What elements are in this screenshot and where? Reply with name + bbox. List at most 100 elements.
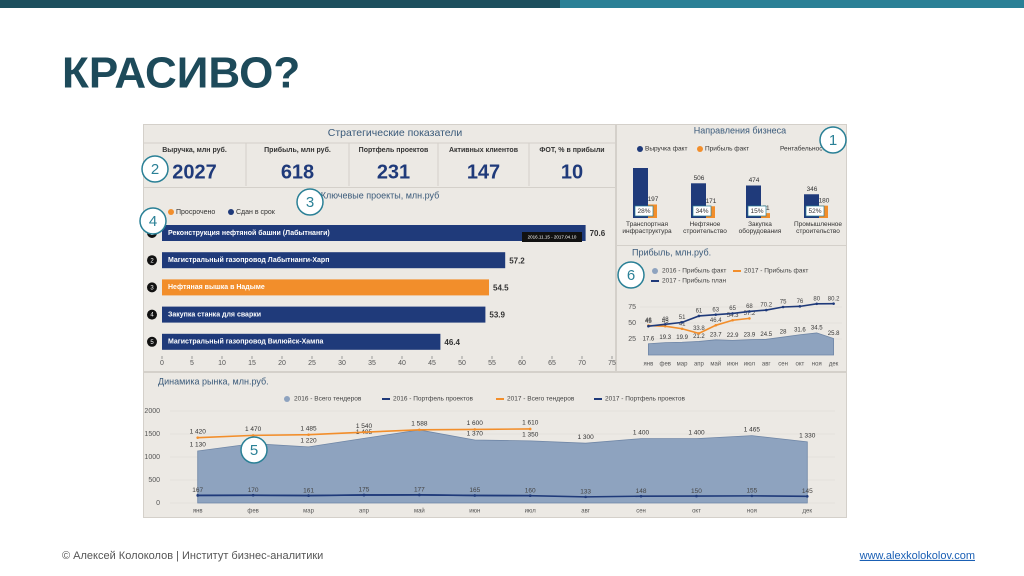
- legend-label: Просрочено: [176, 209, 215, 216]
- bar-value: 171: [706, 198, 717, 205]
- x-tick-label: апр: [694, 362, 705, 368]
- kpi-value: 618: [281, 161, 314, 183]
- callout-number: 4: [149, 213, 157, 230]
- legend-label: Прибыль факт: [705, 145, 749, 153]
- rank-marker: [147, 255, 157, 266]
- data-label: 28: [780, 330, 787, 336]
- margin-box: [747, 205, 767, 217]
- margin-box: [634, 205, 654, 217]
- point: [663, 322, 667, 326]
- point: [714, 313, 718, 316]
- x-tick-label: 5: [190, 360, 194, 367]
- chart-title: Ключевые проекты, млн.руб: [321, 190, 440, 200]
- callout-number: 3: [306, 194, 314, 211]
- x-tick-label: апр: [359, 509, 370, 515]
- data-label: 70.2: [760, 303, 772, 309]
- point: [584, 495, 587, 499]
- data-label: 150: [691, 488, 702, 495]
- point: [307, 433, 310, 436]
- point: [695, 494, 698, 498]
- callout-number: 1: [829, 132, 837, 149]
- x-tick-label: мар: [677, 362, 688, 368]
- kpi-label: Прибыль, млн руб.: [264, 146, 331, 154]
- data-label: 1 485: [300, 425, 317, 432]
- legend-label: Рентабельность: [780, 145, 829, 153]
- legend-label: Сдан в срок: [236, 209, 276, 216]
- callout: [141, 155, 169, 183]
- point: [748, 310, 751, 313]
- data-label: 1 470: [245, 426, 262, 433]
- legend-label: 2016 - Прибыль факт: [662, 267, 726, 275]
- callout: [296, 188, 324, 216]
- data-label: 19.3: [659, 335, 671, 341]
- data-label: 1 330: [799, 433, 816, 440]
- bar-category: Магистральный газопровод Лабытнанги-Харп: [168, 256, 329, 264]
- slide-title: КРАСИВО?: [62, 49, 300, 98]
- data-label: 1 370: [467, 431, 484, 438]
- data-label: 45: [645, 319, 652, 325]
- bar-value: 197: [648, 196, 659, 203]
- point: [714, 324, 718, 327]
- kpi-label: Портфель проектов: [359, 147, 429, 154]
- x-tick-label: 35: [368, 360, 376, 367]
- data-label: 48: [662, 317, 669, 323]
- rank-label: 4: [150, 313, 154, 319]
- data-label: 80: [813, 296, 820, 302]
- x-tick-label: дек: [829, 362, 839, 368]
- point: [663, 324, 667, 328]
- point: [697, 332, 701, 335]
- footer-link[interactable]: www.alexkolokolov.com: [859, 550, 975, 562]
- point: [251, 434, 255, 437]
- margin-box: [805, 205, 825, 217]
- data-label: 1 350: [522, 432, 539, 439]
- bar-value: 346: [807, 186, 818, 193]
- x-tick-label: ноя: [812, 362, 822, 368]
- callout-number: 6: [627, 267, 635, 284]
- category-text: Закупка оборудования: [738, 221, 782, 235]
- data-label: 54.3: [727, 313, 739, 319]
- category-label: Транспортная инфраструктура: [622, 221, 671, 235]
- kpi-title: Стратегические показатели: [328, 127, 463, 139]
- point: [473, 428, 477, 431]
- data-label: 1 540: [356, 423, 373, 430]
- data-label: 1 600: [467, 420, 484, 427]
- line: [648, 302, 834, 327]
- data-label: 34.5: [811, 325, 823, 331]
- margin-label: 28%: [637, 208, 650, 215]
- tooltip-text: 2016.11.15 - 2017.04.10: [528, 235, 577, 240]
- point: [680, 321, 684, 324]
- x-tick-label: авг: [581, 509, 591, 515]
- data-label: 65: [729, 306, 736, 312]
- data-label: 165: [469, 487, 480, 494]
- point: [639, 494, 643, 498]
- bar: [162, 333, 441, 350]
- panel-borders: [143, 124, 847, 518]
- x-tick-label: фев: [247, 509, 258, 515]
- x-tick-label: ноя: [747, 509, 757, 515]
- data-label: 160: [525, 487, 536, 494]
- x-tick-label: 70: [578, 360, 586, 367]
- y-tick-label: 25: [628, 336, 636, 343]
- footer-left: © Алексей Колоколов | Институт бизнес-ан…: [62, 550, 323, 562]
- data-label: 21.2: [693, 334, 705, 340]
- rank-label: 5: [150, 340, 154, 346]
- callout-number: 2: [151, 161, 159, 178]
- x-tick-label: 60: [518, 360, 526, 367]
- callout: [819, 126, 847, 154]
- bar-value: 180: [819, 197, 830, 204]
- point: [832, 302, 835, 305]
- point: [362, 430, 366, 434]
- legend-label: 2016 - Всего тендеров: [294, 396, 362, 403]
- point: [815, 302, 819, 306]
- data-label: 68: [746, 304, 753, 310]
- data-label: 155: [746, 488, 757, 495]
- x-tick-label: май: [414, 508, 425, 515]
- data-label: 63: [712, 307, 719, 313]
- x-tick-label: 45: [428, 360, 436, 367]
- y-tick-label: 500: [148, 477, 160, 484]
- area: [648, 332, 834, 356]
- y-tick-label: 1000: [144, 454, 160, 461]
- bar-value: 53.9: [489, 311, 505, 320]
- chart-title: Прибыль, млн.руб.: [632, 247, 711, 257]
- point: [418, 493, 421, 497]
